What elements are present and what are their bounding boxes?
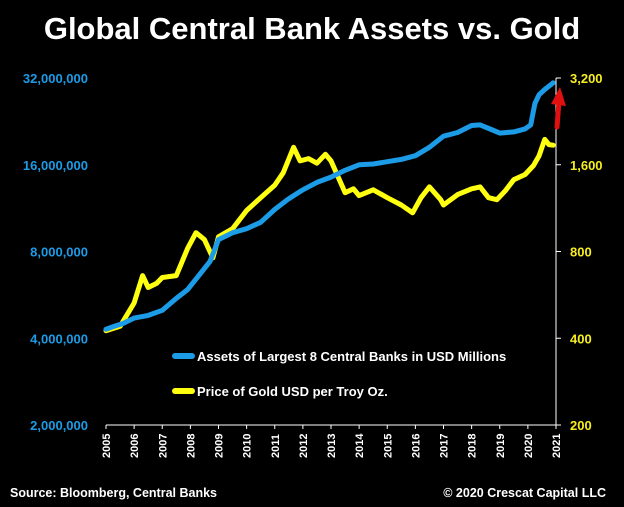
- x-tick-label: 2006: [129, 434, 141, 458]
- source-note: Source: Bloomberg, Central Banks: [10, 486, 217, 500]
- x-tick-label: 2015: [382, 434, 394, 458]
- x-tick-label: 2014: [354, 433, 366, 458]
- legend-label-assets: Assets of Largest 8 Central Banks in USD…: [197, 349, 506, 364]
- right-tick-label: 200: [570, 418, 592, 433]
- x-tick-label: 2021: [551, 434, 563, 458]
- right-tick-label: 1,600: [570, 158, 603, 173]
- left-tick-label: 4,000,000: [30, 331, 88, 346]
- right-tick-label: 400: [570, 331, 592, 346]
- series-line-assets: [103, 80, 556, 332]
- legend: Assets of Largest 8 Central Banks in USD…: [172, 349, 506, 399]
- right-axis-ticks: 200 400 800 1,600 3,200: [556, 71, 603, 433]
- x-tick-label: 2010: [242, 434, 254, 458]
- x-tick-label: 2009: [214, 434, 226, 458]
- x-tick-label: 2005: [101, 434, 113, 458]
- left-tick-label: 2,000,000: [30, 418, 88, 433]
- copyright-note: © 2020 Crescat Capital LLC: [443, 486, 606, 500]
- red-up-arrow: [551, 87, 566, 130]
- left-axis-ticks: 2,000,000 4,000,000 8,000,000 16,000,000 32,…: [23, 71, 88, 433]
- x-tick-label: 2007: [157, 434, 169, 458]
- chart-title: Global Central Bank Assets vs. Gold: [44, 11, 580, 46]
- x-tick-label: 2019: [495, 434, 507, 458]
- right-tick-label: 3,200: [570, 71, 603, 86]
- x-axis-ticks: 2005 2006 2007 2008 2009 2010 2011 2012 2013 2014…: [101, 425, 563, 458]
- legend-label-gold: Price of Gold USD per Troy Oz.: [197, 384, 388, 399]
- left-tick-label: 16,000,000: [23, 158, 88, 173]
- series-line-gold: [103, 136, 556, 334]
- x-tick-label: 2011: [270, 434, 282, 458]
- x-tick-label: 2020: [523, 434, 535, 458]
- x-tick-label: 2017: [439, 434, 451, 458]
- x-tick-label: 2016: [410, 434, 422, 458]
- x-tick-label: 2012: [298, 434, 310, 458]
- left-tick-label: 32,000,000: [23, 71, 88, 86]
- x-tick-label: 2018: [467, 434, 479, 458]
- x-tick-label: 2013: [326, 434, 338, 458]
- x-tick-label: 2008: [185, 434, 197, 458]
- left-tick-label: 8,000,000: [30, 245, 88, 260]
- right-tick-label: 800: [570, 245, 592, 260]
